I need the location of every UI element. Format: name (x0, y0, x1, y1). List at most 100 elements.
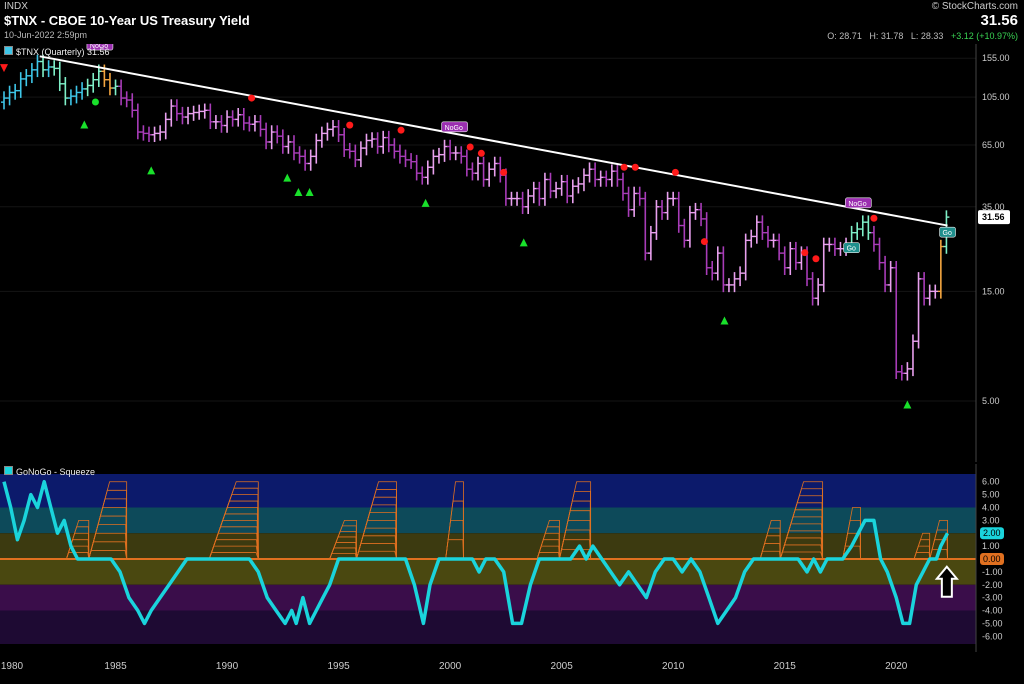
price-bar (45, 60, 52, 78)
price-bar (330, 120, 337, 137)
price-bar (686, 205, 693, 248)
squeeze-tick-label: 4.00 (982, 502, 1000, 512)
price-bar (224, 110, 231, 133)
squeeze-step (759, 519, 781, 560)
price-bar (854, 222, 861, 240)
price-bar (274, 125, 281, 144)
up-arrow-icon (934, 565, 959, 598)
signal-markers (0, 64, 912, 409)
nogo-badge: NoGo (86, 44, 114, 51)
go-badge: Go (843, 242, 860, 254)
up-triangle-marker (421, 198, 430, 207)
price-bar (909, 334, 916, 377)
price-bar (62, 77, 69, 106)
price-bar (541, 172, 548, 206)
squeeze-bands (0, 474, 976, 644)
price-bar (235, 107, 242, 127)
time-tick-label: 1980 (0, 661, 24, 672)
price-bar (915, 272, 922, 349)
price-bar (447, 139, 454, 161)
price-bar (659, 200, 666, 220)
price-bar (369, 132, 376, 148)
price-bar (597, 170, 604, 187)
squeeze-value-tag (980, 553, 1004, 565)
down-dot-marker (397, 126, 405, 134)
price-bar (134, 103, 141, 140)
price-bar (870, 225, 877, 252)
down-dot-marker (671, 168, 679, 176)
up-triangle-marker (283, 173, 292, 182)
price-bar (569, 179, 576, 204)
price-bar (1, 91, 7, 110)
high-value: H: 31.78 (869, 31, 904, 41)
price-bar (424, 160, 431, 185)
squeeze-panel[interactable]: 6.00 5.00 4.00 3.00 1.00 -1.00 -2.00 -3.00 -4.00… (0, 464, 1024, 652)
price-bar (67, 89, 74, 106)
price-bar (826, 237, 833, 252)
squeeze-tick-label: -2.00 (982, 580, 1003, 590)
price-bar (413, 154, 420, 181)
price-bar (201, 103, 208, 119)
price-bar (837, 241, 844, 256)
down-dot-marker (477, 149, 485, 157)
price-bar (670, 191, 677, 206)
price-bar (419, 166, 426, 185)
badge-box (441, 121, 468, 133)
price-bar (207, 103, 214, 130)
last-price: 31.56 (980, 12, 1018, 29)
price-bar (815, 278, 822, 306)
ohlc-readout: O: 28.71 H: 31.78 L: 28.33 +3.12 (+10.97… (827, 31, 1018, 41)
down-triangle-marker (0, 64, 8, 73)
squeeze-legend: GoNoGo - Squeeze (4, 466, 95, 477)
open-value: O: 28.71 (827, 31, 862, 41)
nogo-badge: NoGo (845, 197, 872, 209)
price-bar (106, 72, 113, 96)
price-bar (302, 149, 309, 171)
up-triangle-marker (294, 187, 303, 196)
squeeze-ladder (88, 481, 128, 560)
price-bar (118, 79, 125, 106)
up-triangle-marker (720, 316, 729, 325)
brand-link[interactable]: © StockCharts.com (931, 1, 1018, 12)
price-bar (173, 99, 180, 121)
price-bar (898, 365, 905, 381)
time-tick-label: 2020 (885, 661, 908, 672)
squeeze-step (356, 481, 397, 560)
last-value-tag (978, 210, 1010, 225)
squeeze-ladder (559, 481, 592, 560)
price-bar (463, 149, 470, 177)
squeeze-step (913, 532, 931, 560)
squeeze-ladder (913, 532, 931, 560)
price-bar (380, 130, 387, 154)
price-bar (229, 110, 236, 127)
price-bar (112, 79, 119, 96)
price-bar (759, 215, 766, 240)
price-bar (435, 147, 442, 164)
squeeze-step (842, 507, 861, 560)
squeeze-step (929, 519, 948, 560)
trend-badges: NoGo NoGo NoGo Go Go (86, 44, 956, 254)
price-bar (642, 191, 649, 261)
price-bar (887, 261, 894, 293)
price-bar (240, 107, 247, 131)
price-bar (580, 168, 587, 192)
price-bar (151, 126, 158, 143)
price-bar (475, 156, 481, 181)
badge-box (86, 44, 114, 51)
price-bar (748, 229, 755, 248)
squeeze-step (88, 481, 128, 560)
change-value: +3.12 (+10.97%) (950, 31, 1018, 41)
low-value: L: 28.33 (910, 31, 944, 41)
price-bar (402, 149, 409, 168)
squeeze-ladder (759, 519, 781, 560)
price-bar (725, 278, 732, 293)
price-bar (469, 162, 476, 181)
price-bar (937, 239, 944, 299)
up-triangle-marker (903, 400, 912, 409)
price-bar (168, 99, 175, 127)
last-value-label: 31.56 (982, 212, 1005, 222)
squeeze-step (329, 519, 357, 560)
time-axis: 1980 1985 1990 1995 2000 2005 2010 2015 2020 (0, 652, 1024, 684)
price-bar (374, 132, 381, 154)
